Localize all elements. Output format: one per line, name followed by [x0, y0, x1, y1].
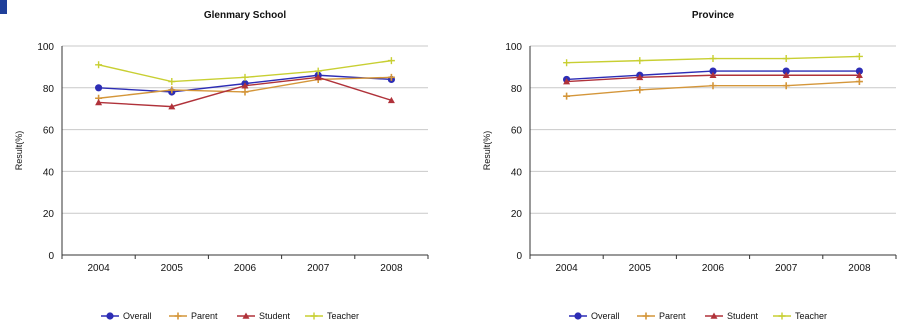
legend-label-teacher: Teacher [795, 311, 827, 321]
x-tick-label: 2008 [848, 263, 871, 274]
x-tick-label: 2007 [775, 263, 798, 274]
legend-label-overall: Overall [123, 311, 152, 321]
data-point-teacher [241, 73, 249, 81]
data-point-student [636, 73, 644, 81]
x-tick-label: 2004 [555, 263, 578, 274]
legend-label-teacher: Teacher [327, 311, 359, 321]
legend-label-overall: Overall [591, 311, 620, 321]
y-tick-label: 60 [511, 126, 523, 137]
legend-marker-student [710, 312, 718, 319]
y-tick-label: 80 [511, 84, 523, 95]
data-point-parent [709, 82, 717, 90]
legend-marker-student [242, 312, 250, 319]
legend-label-student: Student [259, 311, 291, 321]
data-point-teacher [782, 55, 790, 63]
data-point-student [709, 71, 717, 79]
data-point-student [855, 71, 863, 79]
x-tick-label: 2005 [629, 263, 652, 274]
data-point-parent [782, 82, 790, 90]
data-point-overall [855, 67, 863, 75]
data-point-overall [709, 67, 717, 75]
line-chart-school: Glenmary School 0 20 40 60 80 100 2004 2005 2006 2… [14, 10, 429, 321]
data-point-parent [636, 86, 644, 94]
y-tick-label: 100 [37, 42, 54, 53]
data-point-parent [563, 92, 571, 100]
chart-title: Glenmary School [204, 10, 286, 21]
legend-marker-parent [174, 312, 182, 320]
legend-label-student: Student [727, 311, 759, 321]
x-tick-label: 2006 [234, 263, 257, 274]
data-point-student [241, 82, 249, 89]
chart-title: Province [692, 10, 735, 21]
data-point-overall [95, 84, 103, 92]
legend-marker-overall [106, 312, 114, 320]
y-tick-label: 0 [516, 251, 522, 262]
data-point-teacher [709, 55, 717, 63]
x-tick-label: 2008 [380, 263, 403, 274]
data-point-student [95, 98, 103, 106]
legend-marker-teacher [310, 312, 318, 320]
data-point-parent [855, 78, 863, 86]
data-point-student [782, 71, 790, 79]
data-point-parent [241, 88, 249, 96]
y-tick-label: 20 [43, 209, 55, 220]
data-point-parent [168, 86, 176, 94]
y-tick-label: 20 [511, 209, 523, 220]
data-point-student [563, 78, 571, 85]
chart-panel-province: Province 0 20 40 60 80 100 2004 2005 2006 2007 2008… [468, 0, 908, 327]
y-axis-label: Result(%) [482, 131, 492, 171]
data-point-parent [387, 73, 395, 81]
legend-marker-parent [642, 312, 650, 320]
y-tick-label: 40 [511, 167, 523, 178]
legend-label-parent: Parent [659, 311, 686, 321]
legend-marker-overall [574, 312, 582, 320]
y-tick-label: 0 [48, 251, 54, 262]
data-point-student [168, 103, 176, 110]
data-point-teacher [168, 78, 176, 86]
legend-marker-teacher [778, 312, 786, 320]
data-point-teacher [314, 67, 322, 75]
data-point-teacher [636, 57, 644, 65]
y-tick-label: 100 [505, 42, 522, 53]
y-tick-label: 80 [43, 84, 55, 95]
data-point-overall [782, 67, 790, 75]
x-tick-label: 2005 [161, 263, 184, 274]
data-point-teacher [855, 52, 863, 60]
data-point-student [387, 96, 395, 104]
x-tick-label: 2007 [307, 263, 330, 274]
y-axis-label: Result(%) [14, 131, 24, 171]
chart-panel-school: Glenmary School 0 20 40 60 80 100 2004 2005 2006 2… [0, 0, 440, 327]
data-point-teacher [563, 59, 571, 67]
data-point-student [314, 73, 322, 81]
line-chart-province: Province 0 20 40 60 80 100 2004 2005 2006 2007 2008… [482, 10, 897, 321]
y-tick-label: 60 [43, 126, 55, 137]
data-point-teacher [95, 61, 103, 69]
data-point-teacher [387, 57, 395, 65]
header-accent-bar [0, 0, 7, 14]
y-tick-label: 40 [43, 167, 55, 178]
x-tick-label: 2004 [87, 263, 110, 274]
legend-label-parent: Parent [191, 311, 218, 321]
x-tick-label: 2006 [702, 263, 725, 274]
